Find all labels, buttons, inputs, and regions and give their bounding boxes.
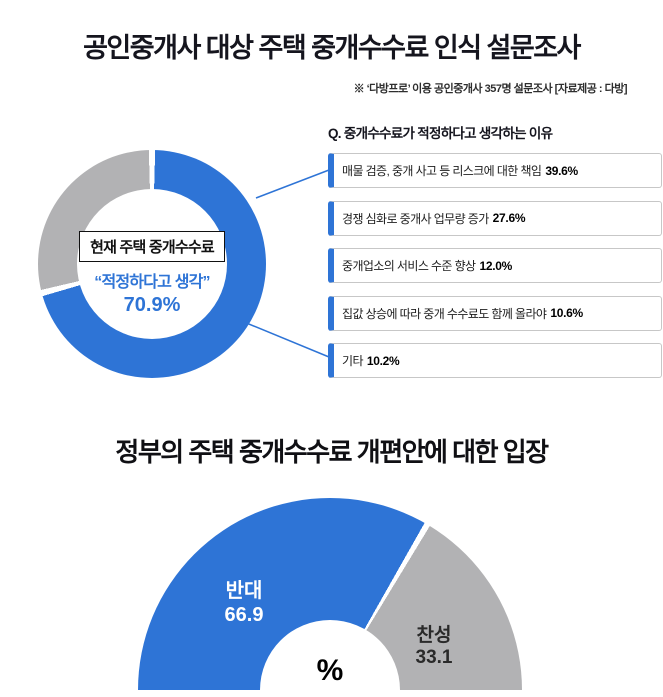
source-note: ※ ‘다방프로’ 이용 공인중개사 357명 설문조사 [자료제공 : 다방] xyxy=(353,83,628,95)
reason-item: 매물 검증, 중개 사고 등 리스크에 대한 책임 39.6% xyxy=(328,153,662,188)
reason-item: 중개업소의 서비스 수준 향상 12.0% xyxy=(328,248,662,283)
connector-line-top xyxy=(255,169,330,199)
reason-label: 기타 xyxy=(342,354,363,368)
reason-value: 27.6% xyxy=(492,211,526,225)
stance-gauge-chart: 반대 66.9 찬성 33.1 % xyxy=(138,498,522,690)
reason-value: 12.0% xyxy=(479,258,513,273)
agree-label: 찬성 xyxy=(416,625,452,646)
agree-segment-label: 찬성 33.1 xyxy=(386,625,482,670)
reason-label: 집값 상승에 따라 중개 수수료도 함께 올라야 xyxy=(342,306,547,321)
reason-value: 10.2% xyxy=(366,353,400,368)
reason-value: 10.6% xyxy=(550,306,583,320)
donut-center-title: 현재 주택 중개수수료 xyxy=(79,231,225,262)
reason-item: 경쟁 심화로 중개사 업무량 증가 27.6% xyxy=(328,200,662,236)
reason-label: 매물 검증, 중개 사고 등 리스크에 대한 책임 xyxy=(342,164,542,178)
reason-value: 39.6% xyxy=(545,163,578,178)
oppose-label: 반대 xyxy=(225,580,263,602)
percent-unit-symbol: % xyxy=(316,654,344,687)
reason-label: 중개업소의 서비스 수준 향상 xyxy=(342,259,476,273)
reasons-question: Q. 중개수수료가 적정하다고 생각하는 이유 xyxy=(328,126,553,141)
appropriateness-donut xyxy=(38,150,266,378)
reason-item: 기타 10.2% xyxy=(328,343,662,378)
oppose-segment-label: 반대 66.9 xyxy=(194,580,294,627)
agree-value: 33.1 xyxy=(415,647,453,669)
donut-center-value: 70.9% xyxy=(123,294,181,316)
reason-item: 집값 상승에 따라 중개 수수료도 함께 올라야 10.6% xyxy=(328,295,662,331)
donut-center-quote: “적정하다고 생각” xyxy=(94,274,210,291)
stance-section-title: 정부의 주택 중개수수료 개편안에 대한 입장 xyxy=(115,437,549,467)
appropriateness-donut-chart: 현재 주택 중개수수료 “적정하다고 생각” 70.9% xyxy=(38,150,266,378)
donut-center-labels: 현재 주택 중개수수료 “적정하다고 생각” 70.9% xyxy=(38,150,266,378)
reason-label: 경쟁 심화로 중개사 업무량 증가 xyxy=(342,211,489,226)
reasons-panel: Q. 중개수수료가 적정하다고 생각하는 이유 매물 검증, 중개 사고 등 리… xyxy=(328,122,662,391)
oppose-value: 66.9 xyxy=(224,603,264,626)
page-title: 공인중개사 대상 주택 중개수수료 인식 설문조사 xyxy=(83,33,581,63)
